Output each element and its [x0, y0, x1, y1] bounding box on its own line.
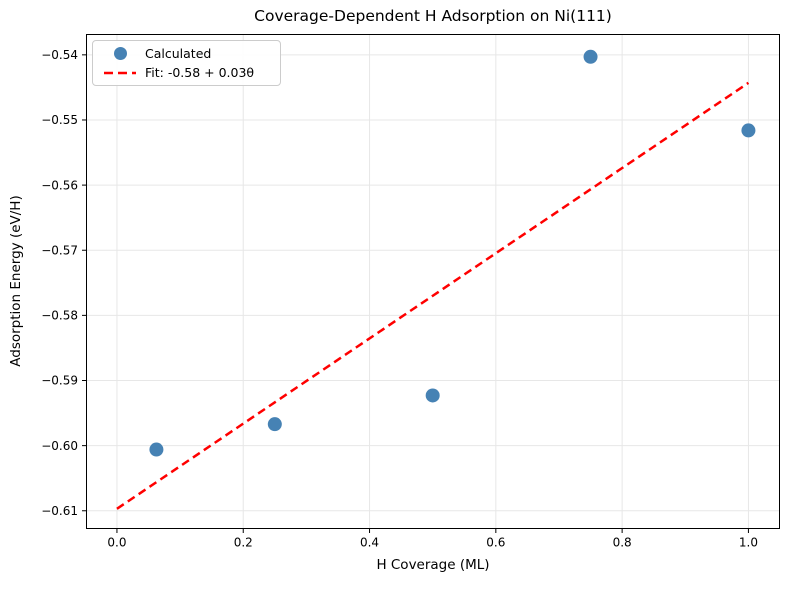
- y-tick-label: −0.54: [41, 48, 78, 62]
- y-tick-label: −0.57: [41, 243, 78, 257]
- dashed-line-icon: [104, 71, 136, 74]
- data-point: [149, 442, 164, 457]
- data-point: [583, 49, 598, 64]
- scatter-marker-icon: [113, 47, 127, 60]
- y-axis-label: Adsorption Energy (eV/H): [8, 195, 24, 367]
- x-tick-label: 0.2: [234, 536, 253, 550]
- y-tick-label: −0.56: [41, 178, 78, 192]
- x-tick-label: 0.4: [360, 536, 379, 550]
- legend: Calculated Fit: -0.58 + 0.03θ: [92, 40, 281, 86]
- data-point: [267, 417, 282, 432]
- data-point: [741, 123, 756, 138]
- legend-swatch: [103, 47, 137, 60]
- data-point: [425, 388, 440, 403]
- axes-spines: [86, 34, 780, 529]
- legend-swatch: [103, 70, 137, 76]
- y-tick-label: −0.55: [41, 113, 78, 127]
- legend-entry-calculated: Calculated: [93, 45, 280, 62]
- x-tick-label: 0.6: [486, 536, 505, 550]
- legend-label-calculated: Calculated: [145, 46, 212, 61]
- y-tick-label: −0.60: [41, 439, 78, 453]
- legend-entry-fit: Fit: -0.58 + 0.03θ: [93, 64, 280, 81]
- chart-title: Coverage-Dependent H Adsorption on Ni(11…: [254, 7, 612, 25]
- y-tick-label: −0.58: [41, 309, 78, 323]
- x-axis-label: H Coverage (ML): [376, 557, 490, 573]
- x-tick-label: 0.8: [613, 536, 632, 550]
- x-tick-label: 0.0: [107, 536, 126, 550]
- legend-label-fit: Fit: -0.58 + 0.03θ: [145, 65, 255, 80]
- x-tick-label: 1.0: [739, 536, 758, 550]
- y-tick-label: −0.61: [41, 504, 78, 518]
- y-tick-label: −0.59: [41, 374, 78, 388]
- fit-line: [116, 81, 750, 510]
